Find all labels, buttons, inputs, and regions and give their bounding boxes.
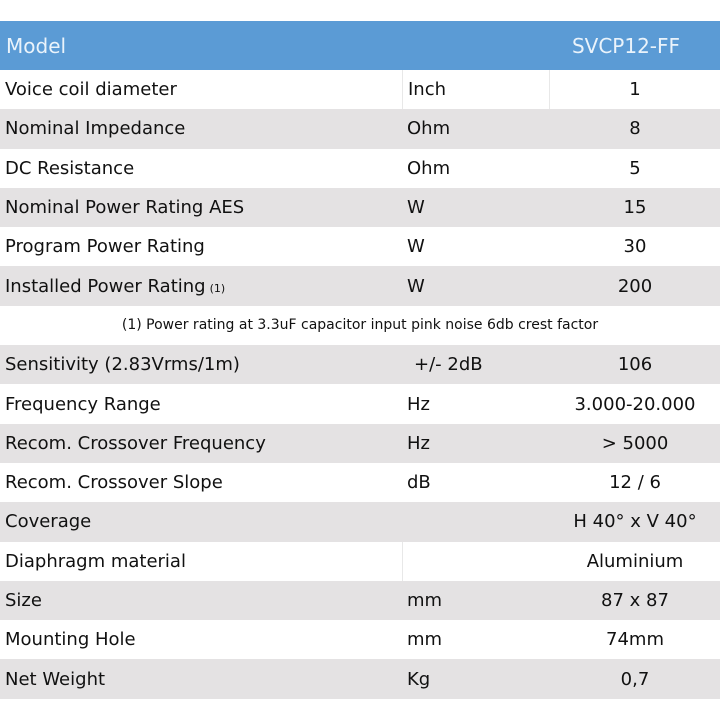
unit xyxy=(402,541,550,581)
table-row: Program Power Rating W 30 xyxy=(0,227,720,267)
footnote-marker: (1) xyxy=(209,281,226,295)
unit: W xyxy=(407,236,425,258)
model-label: Model xyxy=(6,33,67,58)
table-row: Sensitivity (2.83Vrms/1m) +/- 2dB 106 xyxy=(0,345,720,385)
unit: dB xyxy=(407,472,431,494)
model-name: SVCP12-FF xyxy=(571,33,681,58)
unit xyxy=(402,502,550,541)
table-header: Model SVCP12-FF xyxy=(0,21,720,70)
unit: Inch xyxy=(402,70,550,110)
table-row: Installed Power Rating (1) W 200 xyxy=(0,266,720,306)
unit: mm xyxy=(407,590,443,611)
value: 200 xyxy=(617,275,653,297)
unit: Ohm xyxy=(407,157,451,179)
table-row: Mounting Hole mm 74mm xyxy=(0,620,720,660)
unit: Hz xyxy=(407,432,430,454)
footnote: (1) Power rating at 3.3uF capacitor inpu… xyxy=(0,305,720,346)
value: 87 x 87 xyxy=(601,590,669,611)
value: > 5000 xyxy=(601,432,669,454)
table-row: Net Weight Kg 0,7 xyxy=(0,659,720,699)
table-row: Coverage H 40° x V 40° xyxy=(0,502,720,542)
value: 15 xyxy=(623,197,647,219)
value: 30 xyxy=(623,236,647,258)
param-label: Net Weight xyxy=(5,668,106,690)
param-label: Voice coil diameter xyxy=(5,79,177,101)
param-label: Nominal Power Rating AES xyxy=(5,197,245,219)
param-label: Size xyxy=(5,590,42,611)
table-row: DC Resistance Ohm 5 xyxy=(0,148,720,188)
unit: mm xyxy=(407,629,443,651)
value: 5 xyxy=(629,157,641,179)
value: 8 xyxy=(629,118,641,140)
value: 1 xyxy=(629,79,641,101)
spec-table: Model SVCP12-FF Voice coil diameter Inch… xyxy=(0,21,720,699)
param-label: Program Power Rating xyxy=(5,236,205,258)
param-label: Nominal Impedance xyxy=(5,118,186,140)
param-label: Mounting Hole xyxy=(5,629,136,651)
param-text: Installed Power Rating xyxy=(5,275,206,297)
table-row: Nominal Impedance Ohm 8 xyxy=(0,109,720,149)
unit: Ohm xyxy=(407,118,451,140)
table-row: Diaphragm material Aluminium xyxy=(0,541,720,581)
value: 106 xyxy=(617,354,653,376)
param-label: Frequency Range xyxy=(5,393,161,415)
unit: W xyxy=(407,275,425,297)
param-label: Diaphragm material xyxy=(5,550,186,572)
value: 12 / 6 xyxy=(609,472,661,494)
value: 74mm xyxy=(606,629,664,651)
table-row: Recom. Crossover Frequency Hz > 5000 xyxy=(0,423,720,463)
table-row: Frequency Range Hz 3.000-20.000 xyxy=(0,384,720,424)
value: H 40° x V 40° xyxy=(573,511,697,533)
param-label: Sensitivity (2.83Vrms/1m) xyxy=(5,354,240,376)
param-label: Recom. Crossover Slope xyxy=(5,472,223,494)
unit: Hz xyxy=(407,393,430,415)
unit: Kg xyxy=(407,668,431,690)
table-row: Recom. Crossover Slope dB 12 / 6 xyxy=(0,462,720,503)
value: 3.000-20.000 xyxy=(574,393,696,415)
table-row: Size mm 87 x 87 xyxy=(0,580,720,621)
value: Aluminium xyxy=(586,550,684,572)
table-row: Voice coil diameter Inch 1 xyxy=(0,70,720,110)
param-label: Installed Power Rating (1) xyxy=(0,276,402,297)
value: 0,7 xyxy=(620,668,650,690)
param-label: Coverage xyxy=(5,511,92,533)
table-row: Nominal Power Rating AES W 15 xyxy=(0,187,720,228)
param-label: DC Resistance xyxy=(5,157,135,179)
unit: +/- 2dB xyxy=(414,354,483,376)
unit: W xyxy=(407,197,425,219)
param-label: Recom. Crossover Frequency xyxy=(5,432,266,454)
